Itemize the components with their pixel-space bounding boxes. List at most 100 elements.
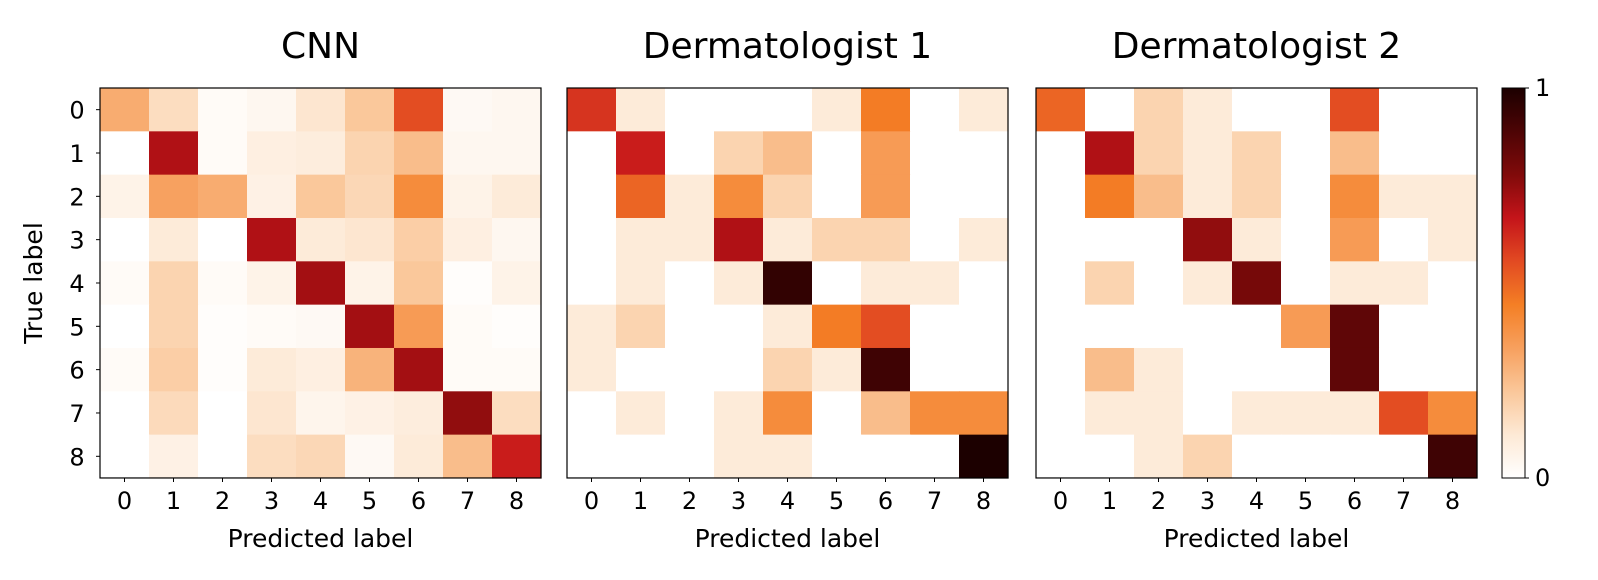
- heatmap-cell: [1281, 391, 1331, 436]
- x-tick-label: 7: [460, 487, 475, 515]
- heatmap-cell: [1281, 131, 1331, 176]
- heatmap-cell: [1379, 391, 1429, 436]
- x-tick-label: 0: [1053, 487, 1068, 515]
- heatmap-cell: [1085, 131, 1135, 176]
- heatmap-cell: [665, 174, 715, 219]
- heatmap-cell: [1183, 434, 1233, 479]
- heatmap-cell: [1085, 217, 1135, 262]
- heatmap-cell: [492, 131, 542, 176]
- heatmap-cell: [247, 391, 297, 436]
- heatmap-cell: [443, 217, 493, 262]
- heatmap-cell: [714, 304, 764, 349]
- heatmap-cell: [247, 304, 297, 349]
- heatmap-cell: [1183, 261, 1233, 306]
- colorbar-max-label: 1: [1535, 74, 1550, 102]
- heatmap-cell: [198, 88, 248, 132]
- heatmap-cell: [1183, 88, 1233, 132]
- x-tick-label: 6: [411, 487, 426, 515]
- heatmap-panel: CNN 0 1 2 3 4 5 6 7 8 Predicted label 0 1 2 3 4 5 6 7 8: [69, 26, 542, 553]
- heatmap-cell: [1134, 261, 1184, 306]
- heatmap-cell: [296, 88, 346, 132]
- heatmap-cell: [567, 391, 617, 436]
- heatmap-cell: [149, 131, 199, 176]
- heatmap-cell: [492, 347, 542, 392]
- heatmap-cell: [247, 131, 297, 176]
- y-axis-label: True label: [19, 222, 48, 345]
- heatmap-cell: [492, 261, 542, 306]
- heatmap-cell: [910, 174, 960, 219]
- heatmap-cell: [665, 217, 715, 262]
- heatmap-cell: [861, 174, 911, 219]
- heatmap-cell: [1428, 261, 1478, 306]
- heatmap-cell: [861, 131, 911, 176]
- heatmap-cell: [1379, 131, 1429, 176]
- heatmap-cell: [296, 434, 346, 479]
- heatmap-cell: [394, 131, 444, 176]
- heatmap-cell: [763, 174, 813, 219]
- heatmap-cell: [198, 131, 248, 176]
- heatmap-cell: [714, 347, 764, 392]
- heatmap-cell: [1330, 347, 1380, 392]
- heatmap-panel: Dermatologist 2 0 1 2 3 4 5 6 7 8 Predicted label: [1035, 26, 1478, 553]
- x-tick-label: 4: [780, 487, 795, 515]
- heatmap-cell: [1232, 261, 1282, 306]
- heatmap-cell: [1281, 434, 1331, 479]
- heatmap-cell: [100, 304, 150, 349]
- heatmap-cell: [345, 261, 395, 306]
- heatmap-cell: [861, 434, 911, 479]
- heatmap-cell: [763, 131, 813, 176]
- heatmap-cell: [1330, 88, 1380, 132]
- heatmap-cell: [198, 261, 248, 306]
- heatmap-cell: [345, 88, 395, 132]
- heatmap-cell: [1281, 174, 1331, 219]
- heatmap-cell: [763, 347, 813, 392]
- colorbar-min-label: 0: [1535, 464, 1550, 492]
- heatmap-cell: [910, 88, 960, 132]
- heatmap-cell: [910, 434, 960, 479]
- heatmap-cell: [714, 88, 764, 132]
- heatmap-cell: [1232, 434, 1282, 479]
- x-tick-label: 1: [633, 487, 648, 515]
- y-tick-label: 5: [69, 313, 84, 341]
- heatmap-cell: [616, 261, 666, 306]
- heatmap-cell: [616, 304, 666, 349]
- heatmap-cell: [567, 131, 617, 176]
- heatmap-cell: [616, 217, 666, 262]
- x-tick-label: 4: [1249, 487, 1264, 515]
- heatmap-cell: [616, 174, 666, 219]
- heatmap-cell: [665, 261, 715, 306]
- panel-title: CNN: [281, 26, 360, 67]
- heatmap-cell: [861, 261, 911, 306]
- heatmap-cell: [714, 217, 764, 262]
- heatmap-cell: [1134, 174, 1184, 219]
- heatmap-cell: [1330, 391, 1380, 436]
- x-axis-label: Predicted label: [695, 524, 881, 553]
- heatmap-cell: [345, 217, 395, 262]
- heatmap-cell: [959, 347, 1009, 392]
- heatmap-cell: [1232, 347, 1282, 392]
- heatmap-cell: [1036, 217, 1086, 262]
- heatmap-cell: [812, 174, 862, 219]
- heatmap-cell: [812, 347, 862, 392]
- heatmap-cell: [1232, 131, 1282, 176]
- heatmap-cell: [345, 391, 395, 436]
- heatmap-cell: [910, 217, 960, 262]
- heatmap-cell: [1281, 217, 1331, 262]
- heatmap-cell: [959, 217, 1009, 262]
- heatmap-cell: [492, 217, 542, 262]
- heatmap-cell: [100, 217, 150, 262]
- x-tick-label: 2: [1151, 487, 1166, 515]
- heatmap-cell: [812, 217, 862, 262]
- panel-title: Dermatologist 1: [643, 26, 932, 67]
- heatmap-cell: [1428, 347, 1478, 392]
- heatmap-cell: [1134, 391, 1184, 436]
- heatmap-cell: [100, 347, 150, 392]
- heatmap-cell: [1085, 304, 1135, 349]
- heatmap-panel: Dermatologist 1 0 1 2 3 4 5 6 7 8 Predicted label: [566, 26, 1009, 553]
- x-tick-label: 4: [313, 487, 328, 515]
- heatmap-cell: [567, 88, 617, 132]
- heatmap-cell: [763, 88, 813, 132]
- heatmap-cell: [247, 217, 297, 262]
- heatmap-cell: [1134, 131, 1184, 176]
